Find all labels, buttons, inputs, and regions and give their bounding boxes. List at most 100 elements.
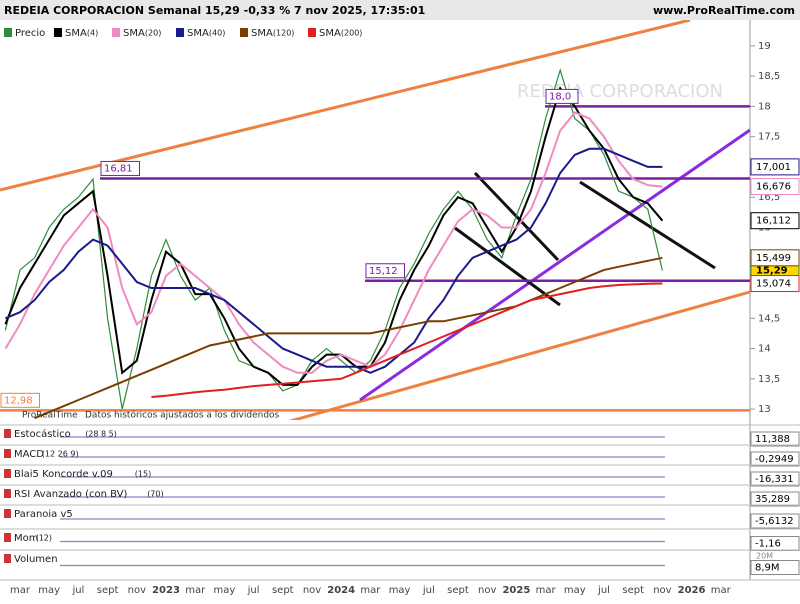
pane-swatch — [4, 449, 11, 458]
level-box — [100, 160, 140, 176]
legend-swatch — [176, 28, 184, 37]
legend-label: SMA — [123, 28, 145, 39]
source: ProRealTime — [22, 411, 78, 421]
level-label: 12,98 — [4, 395, 33, 406]
x-tick-label: may — [214, 585, 236, 596]
last-box — [750, 249, 800, 267]
x-tick-label: 2024 — [327, 585, 355, 596]
trendline — [288, 290, 750, 420]
pane-value-box — [750, 560, 800, 575]
sma-line — [34, 256, 663, 420]
pane-value: -5,6132 — [755, 516, 794, 527]
trendline — [359, 128, 750, 402]
plot — [0, 68, 750, 420]
sma-line — [4, 111, 663, 374]
level-box — [365, 263, 405, 279]
level-label: 15,12 — [369, 266, 398, 277]
pane-param: (12) — [36, 534, 52, 543]
x-tick-label: jul — [247, 585, 260, 596]
x-tick-label: jul — [422, 585, 435, 596]
last-box — [750, 275, 800, 293]
level-box — [0, 392, 40, 408]
x-tick-label: sept — [622, 585, 644, 596]
pane-value-box — [750, 491, 800, 507]
pane-value: 35,289 — [755, 494, 790, 505]
pane-value: 8,9M — [755, 563, 780, 574]
x-tick-label: sept — [272, 585, 294, 596]
pane-param: (28 8 5) — [85, 430, 117, 439]
x-tick-label: nov — [478, 585, 496, 596]
x-tick-label: jul — [597, 585, 610, 596]
x-tick-label: mar — [185, 585, 206, 596]
x-tick-label: 2025 — [502, 585, 530, 596]
pane-value: -16,331 — [755, 474, 794, 485]
last-label: 15,499 — [756, 253, 791, 264]
legend-param: (200) — [341, 29, 363, 38]
pane-param: (12 26 9) — [42, 450, 79, 459]
note: Datos históricos ajustados a los dividen… — [85, 410, 280, 421]
x-tick-label: 2023 — [152, 585, 180, 596]
pane-value-box — [750, 431, 800, 447]
pane-value: 11,388 — [755, 434, 790, 445]
y-tick-label: 18 — [758, 101, 771, 112]
legend-swatch — [112, 28, 120, 37]
legend-label: SMA — [187, 28, 209, 39]
sma-line — [5, 147, 663, 374]
pane-name: Mom — [14, 533, 39, 544]
pane-swatch — [4, 509, 11, 518]
x-tick-label: nov — [653, 585, 671, 596]
x-tick-label: mar — [10, 585, 31, 596]
last-label: 15,29 — [756, 265, 788, 276]
last-box — [750, 178, 800, 196]
pane-swatch — [4, 429, 11, 438]
header-bar — [0, 0, 800, 20]
trendline — [454, 226, 561, 307]
y-tick-label: 17,5 — [758, 132, 780, 143]
y-tick-label: 14,5 — [758, 313, 780, 324]
legend-param: (4) — [87, 29, 98, 38]
pane-axis: 20M — [756, 552, 773, 561]
y-tick-label: 13 — [758, 404, 771, 415]
pane-swatch — [4, 489, 11, 498]
legend-label: Precio — [15, 28, 45, 39]
pane-swatch — [4, 533, 11, 542]
legend-param: (40) — [209, 29, 225, 38]
sma-line — [151, 282, 663, 398]
x-tick-label: may — [564, 585, 586, 596]
x-tick-label: mar — [711, 585, 732, 596]
level-label: 18,0 — [549, 91, 571, 102]
pane-name: RSI Avanzado (con BV) — [14, 489, 128, 500]
legend-swatch — [240, 28, 248, 37]
pane-value-box — [750, 513, 800, 529]
last-label: 15,074 — [756, 279, 791, 290]
legend-label: SMA — [251, 28, 273, 39]
sma-line — [4, 86, 664, 386]
level-box — [545, 88, 579, 104]
site: www.ProRealTime.com — [653, 4, 795, 17]
x-tick-label: mar — [360, 585, 381, 596]
legend-param: (120) — [273, 29, 295, 38]
pane-value-box — [750, 451, 800, 467]
legend-label: SMA — [65, 28, 87, 39]
pane-name: Volumen — [14, 554, 58, 565]
last-label: 16,112 — [756, 216, 791, 227]
title: REDEIA CORPORACION Semanal 15,29 -0,33 %… — [4, 4, 425, 17]
pane-value: -0,2949 — [755, 454, 794, 465]
y-tick-label: 14 — [758, 344, 771, 355]
x-tick-label: sept — [447, 585, 469, 596]
trendline — [579, 180, 716, 270]
pane-name: Paranoia v5 — [14, 509, 73, 520]
y-tick-label: 16,5 — [758, 192, 780, 203]
y-tick-label: 18,5 — [758, 71, 780, 82]
pane-value-box — [750, 471, 800, 487]
x-tick-label: 2026 — [678, 585, 706, 596]
legend-label: SMA — [319, 28, 341, 39]
x-tick-label: jul — [71, 585, 84, 596]
x-tick-label: may — [38, 585, 60, 596]
x-tick-label: sept — [97, 585, 119, 596]
legend-swatch — [308, 28, 316, 37]
y-tick-label: 19 — [758, 41, 771, 52]
legend-swatch — [4, 28, 12, 37]
x-tick-label: nov — [128, 585, 146, 596]
